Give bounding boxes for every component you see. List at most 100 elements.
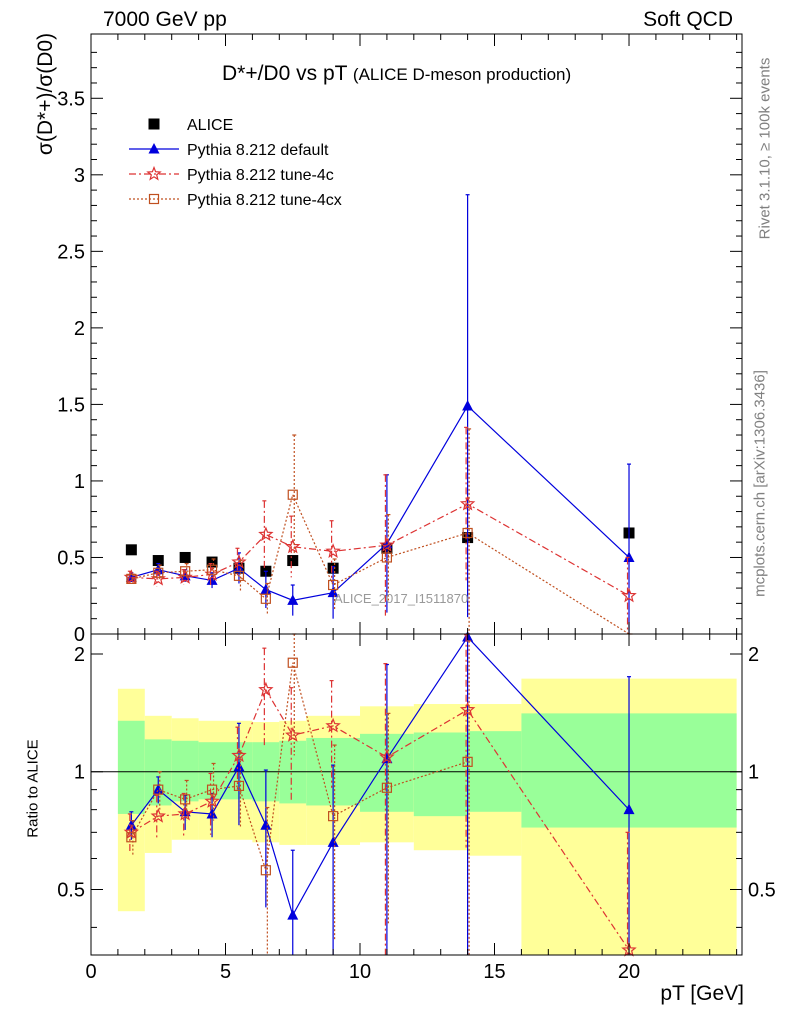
ratio-point bbox=[459, 701, 476, 717]
ratio-point bbox=[381, 782, 393, 793]
ratio-point bbox=[233, 780, 245, 792]
data-point bbox=[379, 537, 395, 552]
ratio-line-2 bbox=[130, 662, 468, 871]
data-point bbox=[623, 551, 635, 562]
x-tick-label: 0 bbox=[85, 961, 96, 983]
main-y-tick-label: 0.5 bbox=[57, 547, 85, 569]
band-inner bbox=[117, 720, 145, 814]
band-inner bbox=[413, 732, 468, 817]
legend: ALICE Pythia 8.212 default Pythia 8.212 tu… bbox=[129, 117, 342, 209]
data-point bbox=[126, 573, 137, 584]
data-point bbox=[328, 579, 339, 591]
ratio-point bbox=[462, 756, 473, 767]
ratio-y-tick-label-left: 2 bbox=[74, 644, 85, 666]
ratio-point bbox=[327, 836, 339, 847]
ratio-point bbox=[150, 807, 166, 823]
x-tick-label: 5 bbox=[220, 961, 231, 983]
ratio-y-tick-label-left: 1 bbox=[74, 762, 85, 784]
header-right: Soft QCD bbox=[643, 8, 733, 31]
data-point bbox=[231, 553, 247, 569]
data-point bbox=[260, 583, 272, 595]
data-point bbox=[180, 566, 191, 577]
ratio-point bbox=[328, 811, 339, 822]
data-point bbox=[233, 570, 245, 581]
main-y-tick-label: 3.5 bbox=[57, 88, 85, 110]
main-y-tick-label: 2 bbox=[74, 318, 85, 340]
series-line-3 bbox=[131, 492, 630, 635]
main-y-tick-label: 2.5 bbox=[57, 241, 85, 263]
header-left: 7000 GeV pp bbox=[103, 8, 227, 31]
data-point bbox=[258, 526, 274, 542]
main-y-axis-label: σ(D*+)/σ(D0) bbox=[34, 32, 57, 156]
ratio-point bbox=[260, 865, 271, 876]
axis-ticks: 0 0.5 1 1.5 2 2.5 3 3.5 0 5 10 15 20 0.5 0.5 1 1 2 2 bbox=[57, 34, 776, 983]
ratio-point bbox=[152, 783, 164, 795]
main-y-tick-label: 0 bbox=[74, 624, 85, 646]
band-inner bbox=[171, 740, 199, 802]
data-point bbox=[233, 562, 245, 573]
main-y-tick-label: 1 bbox=[74, 471, 85, 493]
legend-label: Pythia 8.212 default bbox=[187, 142, 329, 159]
band-inner bbox=[198, 742, 226, 800]
mcplots-reference-text: mcplots.cern.ch [arXiv:1306.3436] bbox=[751, 370, 769, 597]
main-y-tick-label: 1.5 bbox=[57, 394, 85, 416]
chart-title-sub: (ALICE D-meson production) bbox=[352, 65, 572, 84]
data-point bbox=[462, 527, 473, 539]
data-point bbox=[327, 586, 339, 598]
series-line-1 bbox=[131, 404, 630, 601]
analysis-watermark: ALICE_2017_I1511870 bbox=[334, 591, 469, 606]
ratio-point bbox=[623, 803, 635, 815]
data-point bbox=[153, 567, 164, 578]
ratio-y-tick-label-right: 1 bbox=[748, 762, 759, 784]
ratio-line-1 bbox=[131, 688, 630, 951]
data-point bbox=[206, 574, 218, 585]
legend-marker bbox=[148, 118, 160, 130]
data-point bbox=[285, 538, 301, 554]
ratio-point bbox=[287, 657, 298, 668]
ratio-point bbox=[204, 793, 220, 808]
data-point bbox=[287, 594, 299, 605]
ratio-point bbox=[260, 819, 272, 830]
axes-frames bbox=[90, 33, 743, 956]
x-tick-label: 15 bbox=[483, 961, 505, 983]
legend-label: ALICE bbox=[187, 117, 233, 134]
data-point bbox=[179, 551, 191, 563]
series-line-2 bbox=[131, 503, 630, 597]
ratio-point bbox=[126, 832, 137, 843]
ratio-y-tick-label-left: 0.5 bbox=[57, 879, 85, 901]
legend-marker bbox=[148, 193, 160, 205]
ratio-point bbox=[206, 807, 218, 819]
data-point bbox=[125, 544, 137, 556]
ratio-y-tick-label-right: 2 bbox=[748, 644, 759, 666]
ratio-point bbox=[285, 727, 301, 742]
ratio-y-axis-label: Ratio to ALICE bbox=[24, 739, 42, 838]
data-point bbox=[206, 564, 218, 575]
data-point bbox=[621, 587, 637, 603]
x-axis-label: pT [GeV] bbox=[660, 982, 744, 1005]
ratio-point bbox=[231, 747, 247, 763]
legend-marker bbox=[146, 165, 162, 181]
ratio-point bbox=[180, 794, 191, 805]
chart-title-main: D*+/D0 vs pT bbox=[222, 62, 348, 85]
data-point bbox=[206, 556, 218, 568]
data-point bbox=[287, 489, 298, 500]
ratio-frame bbox=[90, 633, 743, 956]
ratio-point bbox=[153, 784, 164, 795]
ratio-y-tick-label-right: 0.5 bbox=[748, 879, 776, 901]
main-y-tick-label: 3 bbox=[74, 165, 85, 187]
data-point bbox=[459, 495, 476, 511]
legend-label: Pythia 8.212 tune-4cx bbox=[187, 192, 342, 209]
data-point bbox=[381, 552, 393, 563]
legend-label: Pythia 8.212 tune-4c bbox=[187, 167, 334, 184]
main-series bbox=[123, 194, 637, 635]
data-point bbox=[287, 555, 299, 567]
data-point bbox=[260, 593, 271, 604]
ratio-point bbox=[177, 805, 193, 821]
ratio-point bbox=[206, 784, 218, 795]
chart-title: D*+/D0 vs pT (ALICE D-meson production) bbox=[222, 62, 571, 86]
legend-marker bbox=[148, 143, 160, 154]
x-tick-label: 20 bbox=[618, 961, 640, 983]
data-point bbox=[325, 543, 341, 558]
ratio-point bbox=[233, 760, 245, 772]
